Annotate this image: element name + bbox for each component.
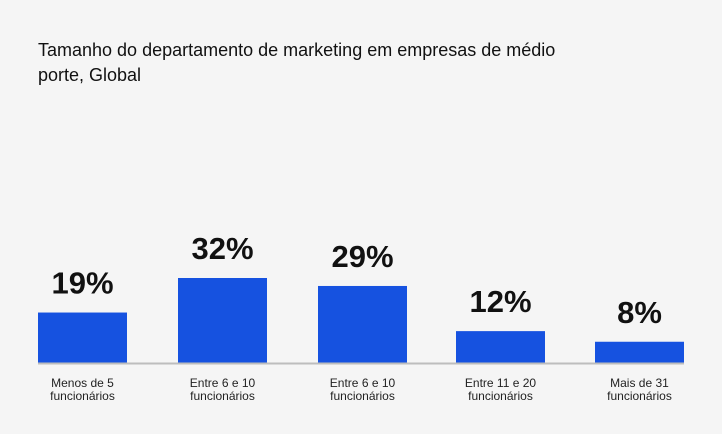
bar xyxy=(178,278,267,363)
data-label: 12% xyxy=(469,284,531,319)
data-label: 19% xyxy=(51,266,113,301)
category-label: Menos de 5 xyxy=(51,376,114,390)
data-label: 8% xyxy=(617,295,662,330)
bar xyxy=(38,312,127,363)
category-label: funcionários xyxy=(607,389,672,403)
category-label: Entre 11 e 20 xyxy=(465,376,536,390)
category-label: funcionários xyxy=(50,389,115,403)
chart-title: Tamanho do departamento de marketing em … xyxy=(38,40,556,85)
category-label: funcionários xyxy=(190,389,255,403)
category-label: Mais de 31 xyxy=(610,376,669,390)
category-label: funcionários xyxy=(330,389,395,403)
bar xyxy=(595,341,684,363)
bar xyxy=(318,285,407,363)
data-label: 29% xyxy=(331,239,393,274)
category-label: Entre 6 e 10 xyxy=(190,376,256,390)
category-label: Entre 6 e 10 xyxy=(330,376,396,390)
category-label: funcionários xyxy=(468,389,533,403)
data-label: 32% xyxy=(191,231,253,266)
bar xyxy=(456,331,545,363)
